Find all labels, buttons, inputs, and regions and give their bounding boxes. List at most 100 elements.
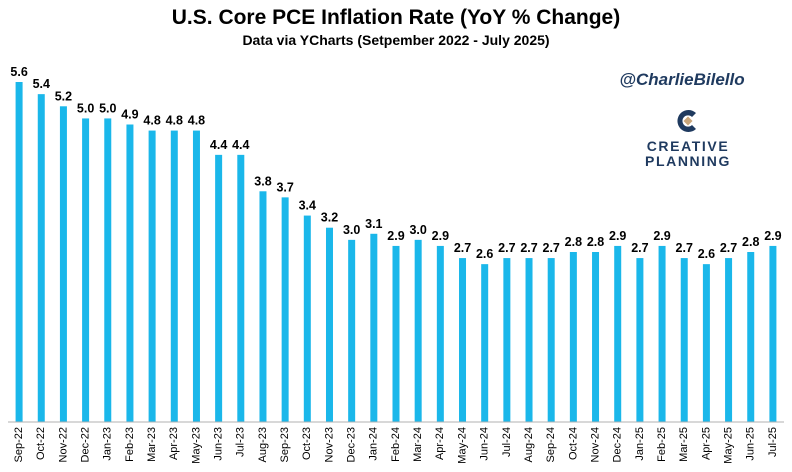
x-tick-label: Nov-22 xyxy=(57,427,69,462)
bar-may-24 xyxy=(459,258,467,422)
brand-name-line2: PLANNING xyxy=(645,153,731,169)
bar-jul-24 xyxy=(503,258,511,422)
bar-group xyxy=(15,82,777,423)
value-label: 3.0 xyxy=(409,223,426,237)
x-tick-label: Jul-25 xyxy=(767,427,779,457)
value-label: 2.6 xyxy=(476,247,493,261)
bar-oct-23 xyxy=(303,215,311,422)
x-tick-label: Sep-22 xyxy=(13,427,25,462)
value-label: 2.8 xyxy=(742,235,759,249)
value-label: 4.8 xyxy=(188,114,205,128)
value-label: 2.7 xyxy=(631,241,648,255)
value-label: 2.9 xyxy=(653,229,670,243)
x-tick-label-group: Sep-22 Oct-22 Nov-22 Dec-22 Jan-23 Feb-23 Mar-… xyxy=(13,427,779,464)
x-tick-label: Jul-24 xyxy=(501,427,513,457)
value-label: 2.7 xyxy=(498,241,515,255)
x-tick-label: Mar-23 xyxy=(146,427,158,462)
bar-oct-24 xyxy=(569,252,577,422)
x-tick-label: Jan-25 xyxy=(634,427,646,461)
value-label: 3.1 xyxy=(365,217,382,231)
bar-feb-25 xyxy=(658,245,666,422)
brand-name-line1: CREATIVE xyxy=(647,138,730,154)
value-label: 3.0 xyxy=(343,223,360,237)
author-handle: @CharlieBilello xyxy=(619,70,744,89)
x-tick-label: Sep-23 xyxy=(279,427,291,462)
bar-apr-23 xyxy=(170,130,178,422)
bar-nov-22 xyxy=(59,106,67,422)
x-tick-label: Apr-23 xyxy=(168,427,180,460)
x-tick-label: Oct-24 xyxy=(567,427,579,460)
value-label: 4.4 xyxy=(210,138,227,152)
bar-nov-24 xyxy=(592,252,600,422)
x-tick-label: Jul-23 xyxy=(235,427,247,457)
value-label: 3.4 xyxy=(299,199,316,213)
value-label: 5.0 xyxy=(99,101,116,115)
creative-planning-logo-icon xyxy=(677,110,696,132)
bar-dec-24 xyxy=(614,245,622,422)
value-label: 2.7 xyxy=(520,241,537,255)
value-label: 5.0 xyxy=(77,101,94,115)
bar-nov-23 xyxy=(325,227,333,422)
chart-title: U.S. Core PCE Inflation Rate (YoY % Chan… xyxy=(172,6,620,29)
value-label: 2.7 xyxy=(454,241,471,255)
x-tick-label: Dec-22 xyxy=(80,427,92,462)
bar-sep-24 xyxy=(547,258,555,422)
bar-sep-23 xyxy=(281,197,289,422)
x-tick-label: May-25 xyxy=(722,427,734,464)
value-label: 4.8 xyxy=(166,114,183,128)
value-label: 2.7 xyxy=(676,241,693,255)
x-tick-label: May-24 xyxy=(456,427,468,464)
x-tick-label: May-23 xyxy=(190,427,202,464)
x-tick-label: Jan-23 xyxy=(102,427,114,461)
bar-dec-23 xyxy=(348,239,356,422)
x-tick-label: Dec-23 xyxy=(346,427,358,462)
bar-jul-23 xyxy=(237,154,245,423)
value-label: 2.7 xyxy=(720,241,737,255)
bar-jan-25 xyxy=(636,258,644,422)
value-label: 2.9 xyxy=(432,229,449,243)
x-tick-label: Jan-24 xyxy=(368,427,380,461)
bar-aug-23 xyxy=(259,191,267,422)
value-label: 5.4 xyxy=(33,77,50,91)
bar-jun-24 xyxy=(481,264,489,422)
value-label: 2.9 xyxy=(609,229,626,243)
value-label: 4.9 xyxy=(121,108,138,122)
x-tick-label: Nov-24 xyxy=(589,427,601,462)
bar-may-25 xyxy=(725,258,733,422)
bar-dec-22 xyxy=(82,118,90,423)
value-label: 4.4 xyxy=(232,138,249,152)
bar-jun-25 xyxy=(747,252,755,422)
value-label: 2.7 xyxy=(543,241,560,255)
x-tick-label: Sep-24 xyxy=(545,427,557,462)
bar-mar-23 xyxy=(148,130,156,422)
bar-apr-25 xyxy=(702,264,710,422)
x-tick-label: Aug-23 xyxy=(257,427,269,462)
value-label: 2.6 xyxy=(698,247,715,261)
x-tick-label: Apr-25 xyxy=(700,427,712,460)
value-label: 3.7 xyxy=(276,180,293,194)
x-tick-label: Jun-25 xyxy=(745,427,757,461)
x-tick-label: Mar-24 xyxy=(412,427,424,462)
bar-oct-22 xyxy=(37,94,45,422)
x-tick-label: Apr-24 xyxy=(434,427,446,460)
bar-feb-23 xyxy=(126,124,134,422)
bar-jun-23 xyxy=(215,154,223,423)
bar-may-23 xyxy=(192,130,200,422)
x-tick-label: Oct-23 xyxy=(301,427,313,460)
bar-sep-22 xyxy=(15,82,23,422)
value-label: 3.2 xyxy=(321,211,338,225)
bar-jul-25 xyxy=(769,245,777,422)
x-tick-label: Dec-24 xyxy=(612,427,624,462)
value-label: 4.8 xyxy=(143,114,160,128)
value-label: 3.8 xyxy=(254,174,271,188)
bar-apr-24 xyxy=(436,245,444,422)
chart-subtitle: Data via YCharts (Setpember 2022 - July … xyxy=(242,32,549,48)
bar-jan-24 xyxy=(370,233,378,422)
bar-mar-24 xyxy=(414,239,422,422)
value-label: 2.8 xyxy=(587,235,604,249)
bar-mar-25 xyxy=(680,258,688,422)
x-tick-label: Feb-24 xyxy=(390,427,402,462)
x-tick-label: Jun-24 xyxy=(479,427,491,461)
value-label: 5.6 xyxy=(10,65,27,79)
